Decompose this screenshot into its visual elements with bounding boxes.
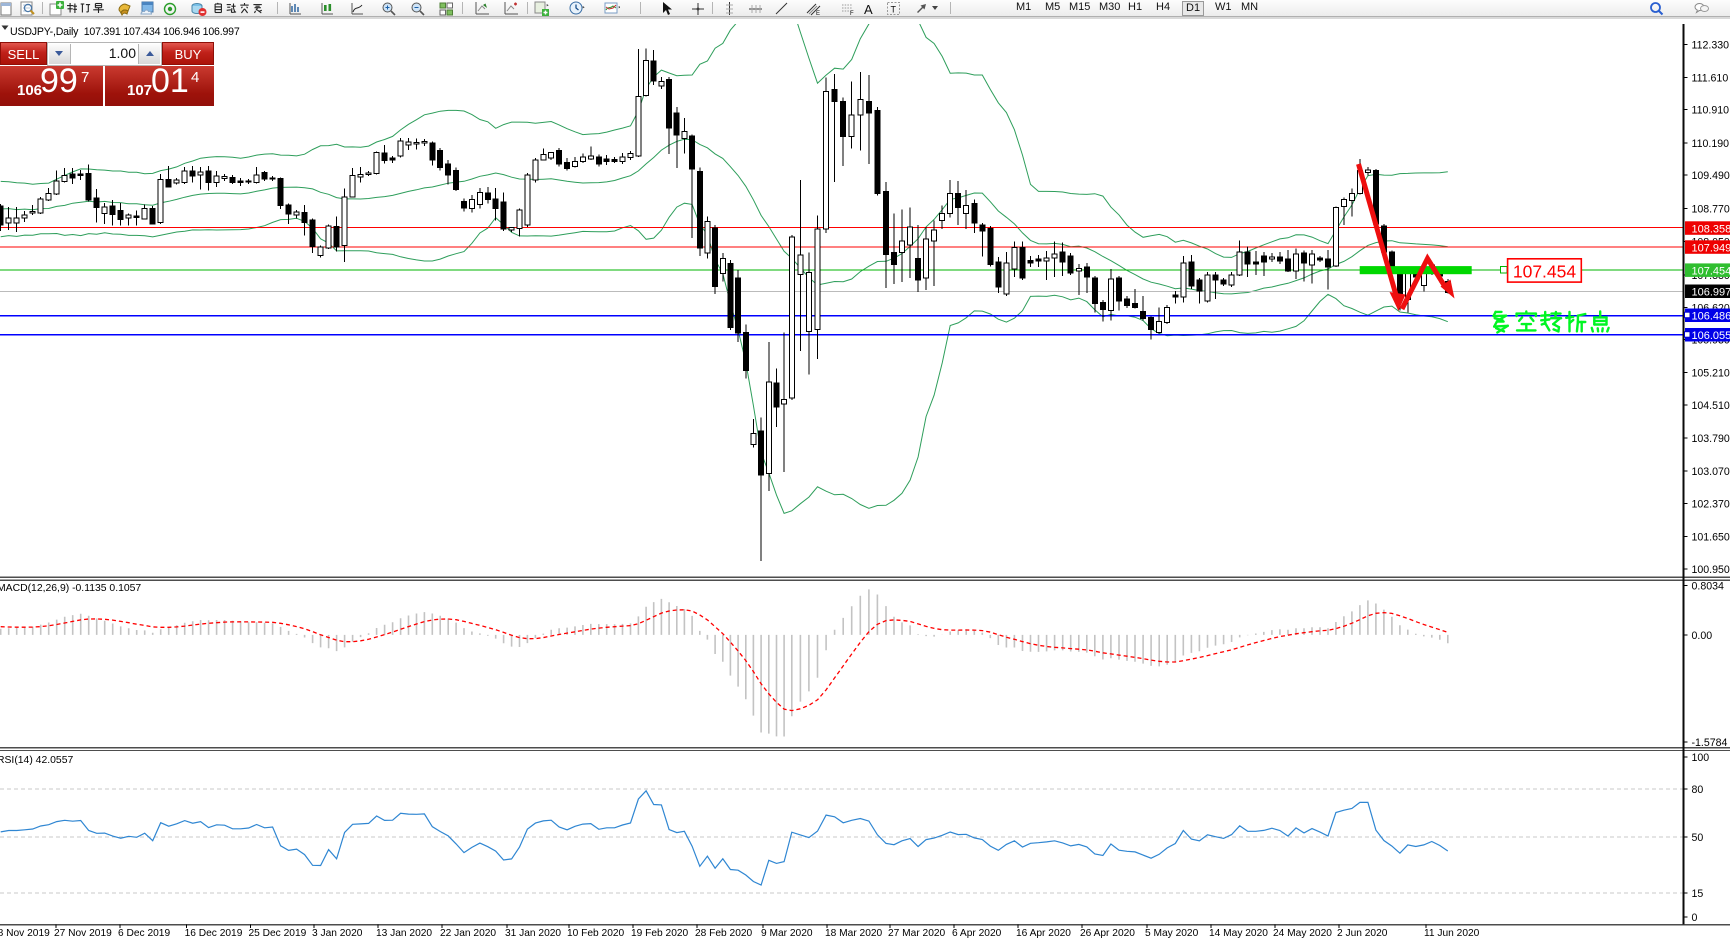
svg-text:100.950: 100.950 — [1692, 564, 1730, 576]
svg-text:112.330: 112.330 — [1692, 39, 1730, 51]
svg-text:E: E — [816, 11, 820, 17]
svg-text:18 Mar 2020: 18 Mar 2020 — [825, 928, 883, 939]
svg-text:3 Jan 2020: 3 Jan 2020 — [312, 928, 363, 939]
svg-text:107.454: 107.454 — [1513, 262, 1577, 282]
svg-text:25 Dec 2019: 25 Dec 2019 — [249, 928, 307, 939]
svg-text:24 May 2020: 24 May 2020 — [1273, 928, 1332, 939]
svg-text:103.070: 103.070 — [1692, 466, 1730, 478]
svg-text:104.510: 104.510 — [1692, 400, 1730, 412]
svg-text:T: T — [891, 5, 897, 15]
svg-text:0: 0 — [1692, 912, 1698, 924]
svg-text:108.358: 108.358 — [1692, 223, 1730, 235]
svg-text:22 Jan 2020: 22 Jan 2020 — [440, 928, 496, 939]
svg-text:MACD(12,26,9) -0.1135 0.1057: MACD(12,26,9) -0.1135 0.1057 — [0, 583, 141, 594]
svg-text:13 Jan 2020: 13 Jan 2020 — [376, 928, 432, 939]
svg-text:110.190: 110.190 — [1692, 138, 1730, 150]
svg-text:106.055: 106.055 — [1692, 330, 1730, 342]
svg-text:USDJPY-,Daily 107.391 107.434: USDJPY-,Daily 107.391 107.434 106.946 10… — [10, 26, 240, 38]
svg-text:15: 15 — [1692, 888, 1704, 900]
svg-text:5 May 2020: 5 May 2020 — [1145, 928, 1199, 939]
svg-text:6 Dec 2019: 6 Dec 2019 — [118, 928, 170, 939]
svg-text:16 Apr 2020: 16 Apr 2020 — [1016, 928, 1071, 939]
svg-text:107.949: 107.949 — [1692, 242, 1730, 254]
svg-text:10 Feb 2020: 10 Feb 2020 — [567, 928, 625, 939]
svg-text:11 Jun 2020: 11 Jun 2020 — [1424, 928, 1480, 939]
svg-text:109.490: 109.490 — [1692, 170, 1730, 182]
svg-text:16 Dec 2019: 16 Dec 2019 — [185, 928, 243, 939]
svg-text:18 Nov 2019: 18 Nov 2019 — [0, 928, 50, 939]
svg-text:0.8034: 0.8034 — [1692, 581, 1725, 593]
svg-text:31 Jan 2020: 31 Jan 2020 — [505, 928, 561, 939]
svg-text:27 Nov 2019: 27 Nov 2019 — [54, 928, 112, 939]
svg-text:2 Jun 2020: 2 Jun 2020 — [1337, 928, 1388, 939]
svg-text:105.210: 105.210 — [1692, 368, 1730, 380]
svg-text:F: F — [850, 11, 854, 17]
svg-text:111.610: 111.610 — [1692, 73, 1729, 85]
svg-text:108.770: 108.770 — [1692, 203, 1730, 215]
svg-text:19 Feb 2020: 19 Feb 2020 — [631, 928, 689, 939]
svg-text:103.790: 103.790 — [1692, 433, 1730, 445]
svg-text:14 May 2020: 14 May 2020 — [1209, 928, 1268, 939]
svg-text:110.910: 110.910 — [1692, 105, 1730, 117]
svg-text:28 Feb 2020: 28 Feb 2020 — [695, 928, 753, 939]
svg-text:-1.5784: -1.5784 — [1692, 737, 1728, 749]
svg-text:50: 50 — [1692, 832, 1704, 844]
svg-text:80: 80 — [1692, 784, 1704, 796]
svg-text:100: 100 — [1692, 752, 1710, 764]
svg-text:101.650: 101.650 — [1692, 532, 1730, 544]
svg-text:102.370: 102.370 — [1692, 498, 1730, 510]
svg-text:RSI(14) 42.0557: RSI(14) 42.0557 — [0, 755, 73, 766]
svg-text:106.486: 106.486 — [1692, 311, 1730, 323]
svg-text:9 Mar 2020: 9 Mar 2020 — [761, 928, 813, 939]
svg-text:27 Mar 2020: 27 Mar 2020 — [888, 928, 946, 939]
svg-text:107.454: 107.454 — [1692, 265, 1730, 277]
svg-text:26 Apr 2020: 26 Apr 2020 — [1080, 928, 1135, 939]
svg-text:0.00: 0.00 — [1692, 630, 1713, 642]
svg-text:106.997: 106.997 — [1692, 287, 1730, 299]
svg-text:6 Apr 2020: 6 Apr 2020 — [952, 928, 1002, 939]
